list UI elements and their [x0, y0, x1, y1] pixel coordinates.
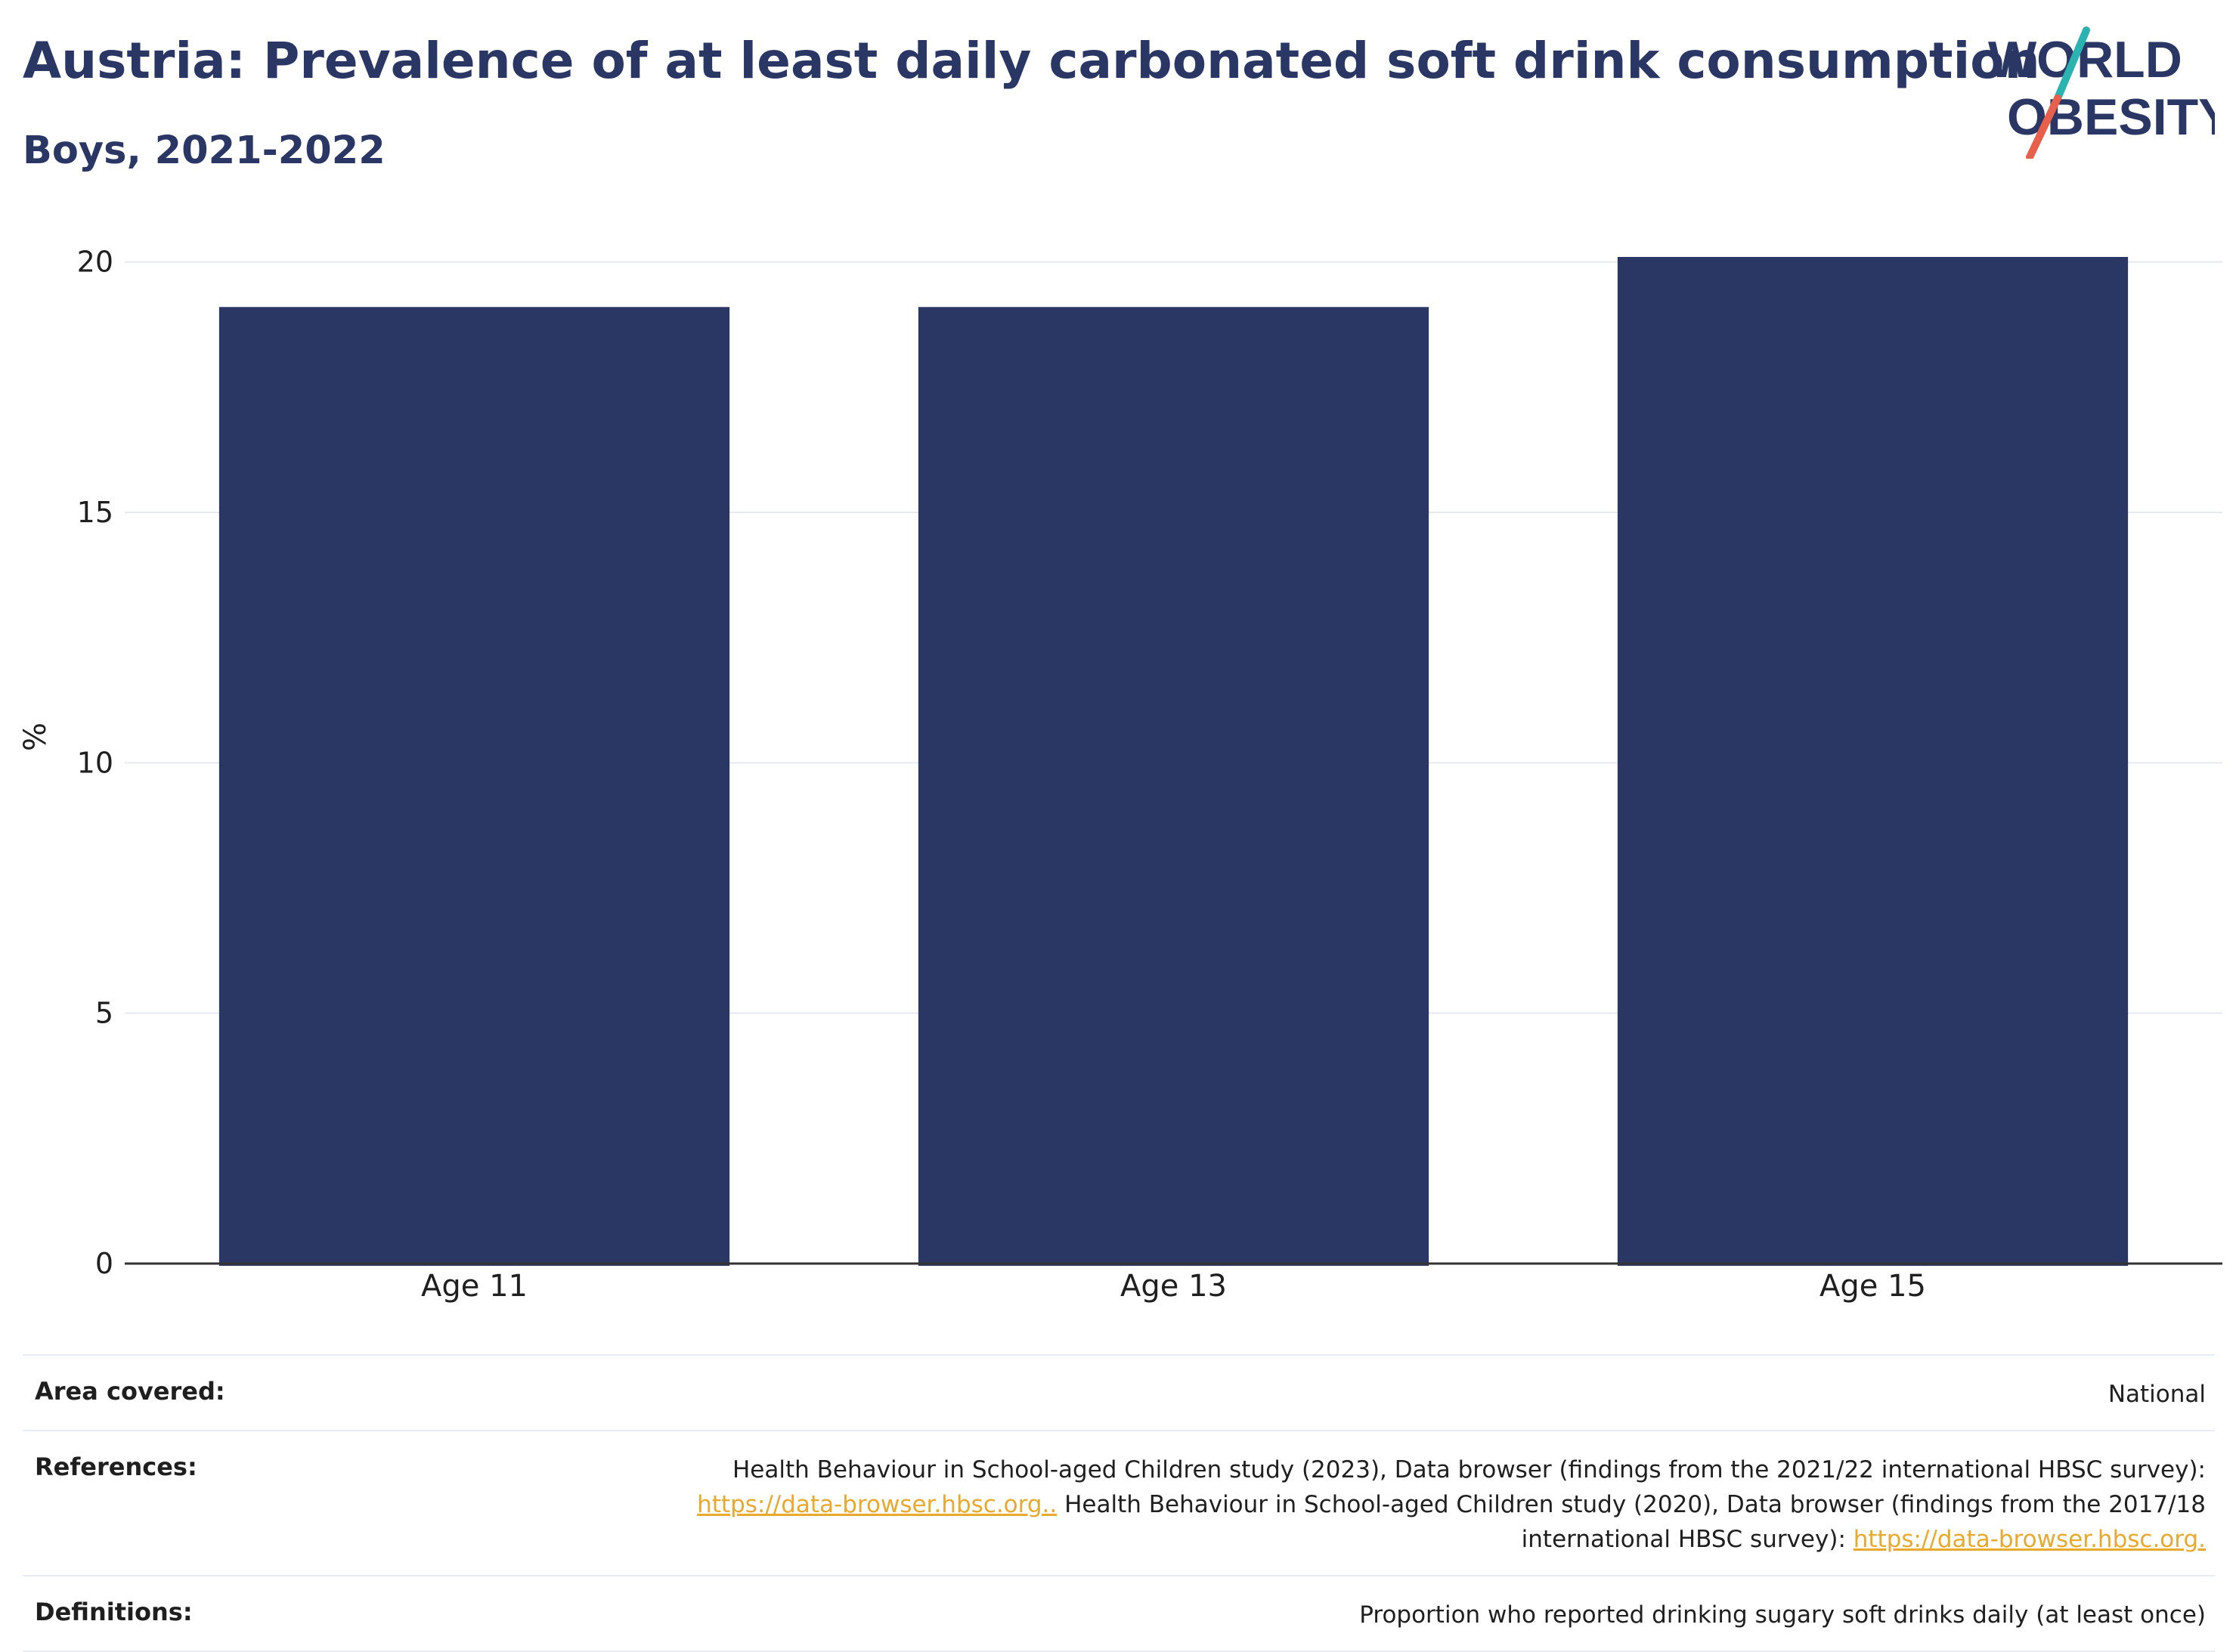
chart-title: Austria: Prevalence of at least daily ca… — [23, 32, 2040, 90]
y-tick-label: 5 — [95, 997, 113, 1030]
note-area-covered: Area covered: National — [23, 1354, 2215, 1430]
note-definitions: Definitions: Proportion who reported dri… — [23, 1575, 2215, 1652]
x-tick-labels: Age 11 Age 13 Age 15 — [421, 1269, 1926, 1304]
references-label: References: — [35, 1452, 197, 1481]
chart-subtitle: Boys, 2021-2022 — [23, 128, 386, 173]
area-covered-label: Area covered: — [35, 1377, 225, 1406]
bar — [218, 307, 730, 1266]
references-text-3: international HBSC survey): — [1521, 1526, 1854, 1553]
y-tick-label: 10 — [77, 746, 113, 779]
world-obesity-logo: WORLD OBESITY — [1988, 26, 2215, 159]
definitions-value: Proportion who reported drinking sugary … — [1359, 1601, 2206, 1629]
bar — [1617, 257, 2129, 1266]
references-link-1[interactable]: https://data-browser.hbsc.org.. — [697, 1491, 1058, 1518]
definitions-label: Definitions: — [35, 1598, 193, 1626]
bar — [918, 307, 1429, 1266]
x-tick-label: Age 11 — [421, 1269, 528, 1304]
logo-slash-bottom — [2026, 94, 2061, 159]
y-tick-label: 20 — [77, 246, 113, 279]
references-text-2: Health Behaviour in School-aged Children… — [1057, 1491, 2206, 1518]
references-link-2[interactable]: https://data-browser.hbsc.org. — [1853, 1526, 2206, 1553]
references-text-1: Health Behaviour in School-aged Children… — [732, 1456, 2206, 1483]
chart-notes: Area covered: National References: Healt… — [23, 1354, 2215, 1652]
bars — [218, 257, 2129, 1266]
logo-slash-top — [2054, 26, 2090, 102]
y-tick-label: 0 — [95, 1247, 113, 1280]
y-axis-label: % — [18, 722, 53, 751]
x-tick-label: Age 13 — [1120, 1269, 1227, 1304]
y-tick-label: 15 — [77, 496, 113, 529]
references-value: Health Behaviour in School-aged Children… — [697, 1452, 2206, 1557]
y-tick-labels: 0 5 10 15 20 — [77, 246, 113, 1280]
note-references: References: Health Behaviour in School-a… — [23, 1430, 2215, 1575]
area-covered-value: National — [2107, 1381, 2206, 1408]
bar-chart: 0 5 10 15 20 Age 11 Age 13 Age 15 % — [18, 246, 2222, 1304]
x-tick-label: Age 15 — [1819, 1269, 1926, 1304]
